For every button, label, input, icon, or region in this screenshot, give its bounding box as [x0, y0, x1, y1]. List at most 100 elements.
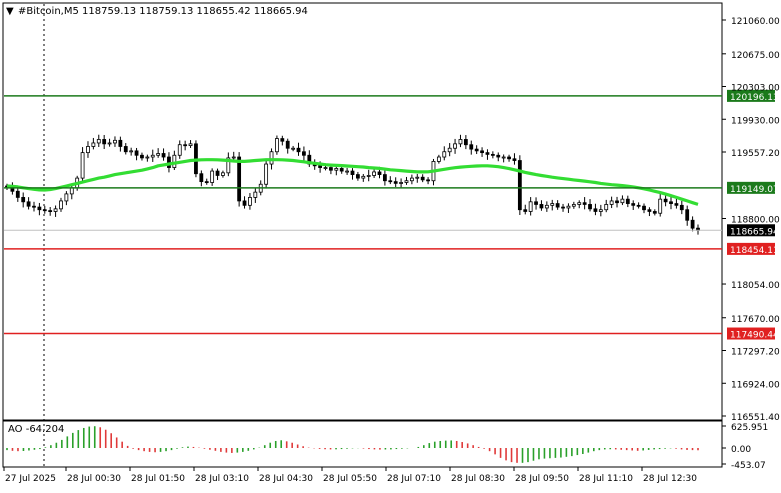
candle	[291, 145, 296, 152]
x-tick-label: 28 Jul 08:30	[451, 474, 505, 484]
candle-body-bear	[161, 153, 166, 158]
main-pane-frame	[2, 2, 723, 421]
candle-body-bull	[113, 139, 117, 144]
candle-body-bear	[652, 211, 657, 214]
candle	[577, 200, 582, 209]
candle	[485, 149, 490, 160]
candle-body-bear	[420, 176, 425, 181]
candle	[625, 195, 630, 208]
candle	[80, 147, 85, 183]
candle-body-bear	[561, 206, 565, 209]
candle	[685, 205, 690, 226]
candle	[221, 170, 225, 178]
candle-body-bull	[404, 180, 409, 183]
candle	[463, 135, 468, 150]
candle	[647, 207, 652, 217]
candle	[177, 140, 182, 159]
candle	[620, 195, 625, 206]
candle	[561, 203, 565, 212]
candle-body-bear	[318, 165, 323, 168]
x-tick-label: 28 Jul 12:30	[643, 474, 697, 484]
x-tick-label: 28 Jul 09:50	[515, 474, 569, 484]
candle-body-bear	[582, 202, 587, 205]
candle-body-bear	[26, 201, 31, 207]
y-tick-label: 118800.00	[731, 216, 780, 226]
candle	[210, 168, 215, 186]
level-price-label: 120196.13	[730, 93, 779, 103]
candle-body-bear	[647, 209, 652, 212]
candle	[253, 188, 258, 203]
candle-body-bear	[512, 158, 517, 161]
candle-body-bull	[91, 142, 96, 147]
candle-body-bull	[577, 202, 582, 205]
y-tick-label: 119557.20	[731, 149, 780, 159]
candle	[366, 169, 371, 182]
candle-body-bull	[658, 198, 663, 214]
candle	[242, 196, 247, 209]
candle-body-bull	[145, 156, 150, 159]
candle	[523, 204, 528, 215]
candle	[134, 147, 139, 161]
candle	[582, 197, 587, 210]
candle-body-bear	[15, 190, 20, 198]
candle-body-bull	[361, 175, 366, 179]
candle-body-bull	[598, 209, 603, 212]
candle-body-bull	[458, 139, 463, 145]
candle-body-bull	[231, 156, 236, 159]
candle	[150, 149, 155, 162]
candle	[615, 196, 619, 208]
candle-body-bull	[604, 204, 609, 211]
candle	[21, 192, 26, 208]
candle-body-bull	[447, 147, 452, 153]
level-price-tag	[727, 89, 775, 102]
symbol-dropdown-icon[interactable]: ▼	[6, 6, 14, 17]
candle-body-bull	[150, 154, 155, 158]
candle-body-bull	[620, 198, 625, 204]
candle	[636, 202, 641, 209]
candle	[361, 173, 366, 182]
candle-body-bear	[237, 156, 242, 202]
candle-body-bear	[480, 150, 484, 154]
level-price-tag	[727, 327, 775, 340]
level-price-label: 118454.11	[730, 246, 779, 256]
candle	[264, 160, 269, 189]
candle	[480, 147, 484, 157]
candle	[59, 197, 63, 212]
candle-body-bear	[102, 139, 107, 145]
candle	[275, 135, 279, 155]
candle-body-bear	[636, 204, 641, 207]
x-tick-label: 28 Jul 03:10	[195, 474, 249, 484]
candle	[350, 168, 355, 180]
candle-body-bull	[221, 172, 225, 176]
candle-body-bear	[539, 204, 544, 209]
y-tick-label: 116924.00	[731, 380, 780, 390]
candle	[550, 199, 555, 211]
candle	[436, 154, 441, 164]
candle-body-bull	[156, 153, 161, 156]
candle-body-bear	[285, 140, 290, 149]
current-price-tag	[727, 224, 775, 237]
candle-body-bull	[226, 157, 231, 174]
candle	[652, 209, 657, 216]
candle	[539, 200, 544, 211]
candle-body-bear	[199, 173, 204, 183]
candle-body-bear	[588, 204, 592, 210]
candle	[490, 151, 495, 159]
candle	[453, 138, 457, 154]
candle	[64, 191, 69, 206]
candle-body-bull	[372, 171, 376, 176]
candle-body-bull	[269, 151, 274, 165]
candle-body-bull	[544, 204, 549, 209]
current-price-label: 118665.94	[730, 227, 779, 237]
x-tick-label: 28 Jul 00:30	[67, 474, 121, 484]
candle-body-bear	[555, 203, 560, 208]
candle-body-bear	[123, 146, 128, 153]
candle	[571, 201, 576, 209]
candle-body-bull	[275, 138, 279, 153]
level-price-label: 117490.44	[730, 331, 779, 341]
y-tick-label: 121060.00	[731, 17, 780, 27]
candle-body-bull	[253, 191, 258, 198]
candle	[302, 146, 306, 161]
